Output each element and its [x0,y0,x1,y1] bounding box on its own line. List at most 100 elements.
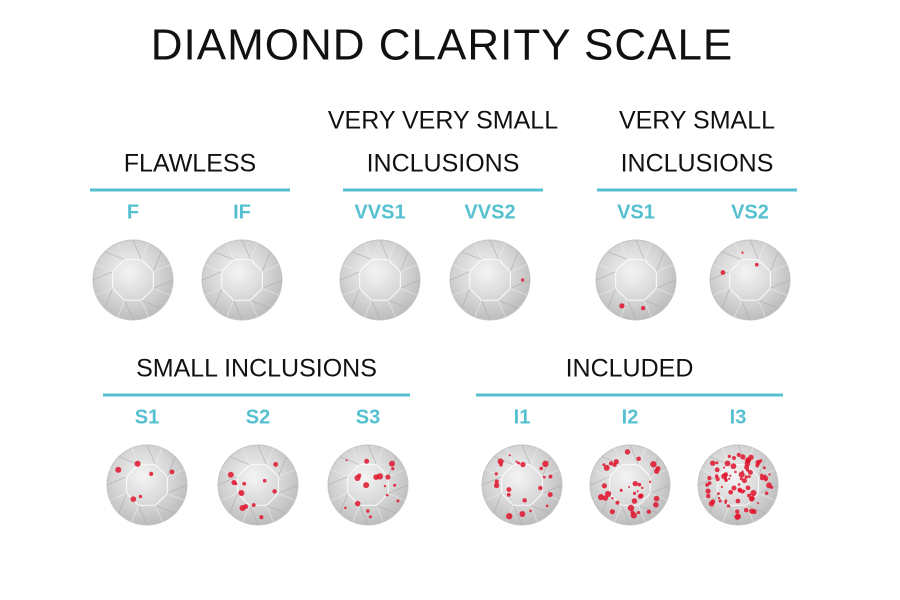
diamond-facet [400,264,418,272]
diamond-facet [589,476,610,486]
diamond-facet [204,264,222,272]
inclusion [714,467,720,473]
diamond [697,444,779,526]
diamond-facet [489,239,499,260]
diamond-facet [656,288,674,296]
diamond-facet [104,251,125,261]
diamond-facet [262,264,280,272]
diamond-facet [226,242,234,260]
inclusion [741,470,744,473]
diamond-facet [757,456,767,477]
inclusion [364,458,370,464]
inclusion [637,482,642,487]
diamond-facet [204,288,222,296]
diamond-facet [770,279,791,289]
inclusion [715,461,719,465]
inclusion [542,460,549,468]
inclusion [538,485,543,491]
inclusion [636,456,641,462]
diamond-facet [542,484,563,494]
inclusion [494,479,499,484]
diamond-facet [461,288,471,309]
inclusion [653,502,659,508]
diamond-facet [250,300,258,318]
inclusion [636,511,641,515]
inclusion [718,499,722,503]
diamond-facet [92,271,113,281]
diamond-facet [510,288,528,296]
diamond-facet [146,444,156,465]
inclusion [760,473,764,477]
inclusion [735,509,740,514]
diamond-facet [167,469,185,477]
inclusion [344,506,347,510]
inclusion [520,461,526,468]
diamond-facet [655,251,665,272]
inclusion [134,460,141,467]
diamond-facet [388,469,406,477]
diamond [589,444,671,526]
diamond-facet [330,493,348,501]
inclusion [640,305,646,311]
inclusion [506,492,511,497]
inclusion [632,491,637,495]
inclusion [597,494,605,501]
diamond-facet [700,469,718,477]
diamond-facet [233,300,243,321]
group-label: VERY SMALL [619,107,775,135]
inclusion [529,509,532,513]
diamond-facet [109,493,127,501]
diamond-facet [474,300,482,318]
inclusion [115,466,122,473]
diamond-facet [449,271,470,281]
inclusion [545,504,549,508]
diamond-facet [758,300,766,318]
diamond-facet [229,493,239,514]
diamond-facet [734,300,742,318]
diamond-facet [339,456,360,466]
diamond-facet [213,288,223,309]
inclusion [539,466,544,471]
inclusion [631,498,638,504]
title: DIAMOND CLARITY SCALE [151,21,734,70]
diamond-facet [484,469,502,477]
diamond-facet [387,456,397,477]
inclusion [376,473,384,480]
diamond-facet [109,469,127,477]
diamond-facet [220,493,238,501]
inclusion [741,251,744,254]
diamond-facet [376,447,384,465]
inclusion [354,500,361,507]
diamond-facet [351,288,361,309]
diamond-facet [376,504,397,514]
diamond-facet [758,493,776,501]
diamond-facet [620,300,628,318]
grade-label: VVS1 [354,201,405,223]
group-label: INCLUSIONS [367,150,520,178]
diamond-facet [644,300,652,318]
diamond-facet [598,264,616,272]
diamond-facet [250,242,258,260]
inclusion [272,489,277,494]
inclusion [366,509,370,513]
grade-label: I3 [730,406,747,428]
diamond-facet [242,505,250,523]
diamond-facet [277,456,287,477]
inclusion [628,486,631,489]
diamond-facet [229,456,250,466]
grade-label: VVS2 [464,201,515,223]
diamond-facet [117,300,125,318]
diamond-facet [746,504,767,514]
diamond-facet [261,251,271,272]
inclusion [720,270,726,275]
grade-label: S1 [135,406,159,428]
diamond-facet [249,505,259,526]
inclusion [508,454,511,457]
diamond-facet [352,447,360,465]
diamond-facet [506,447,514,465]
diamond-facet [721,288,731,309]
inclusion [739,477,743,481]
diamond-facet [367,444,377,465]
diamond-facet [607,288,617,309]
diamond-facet [330,469,348,477]
